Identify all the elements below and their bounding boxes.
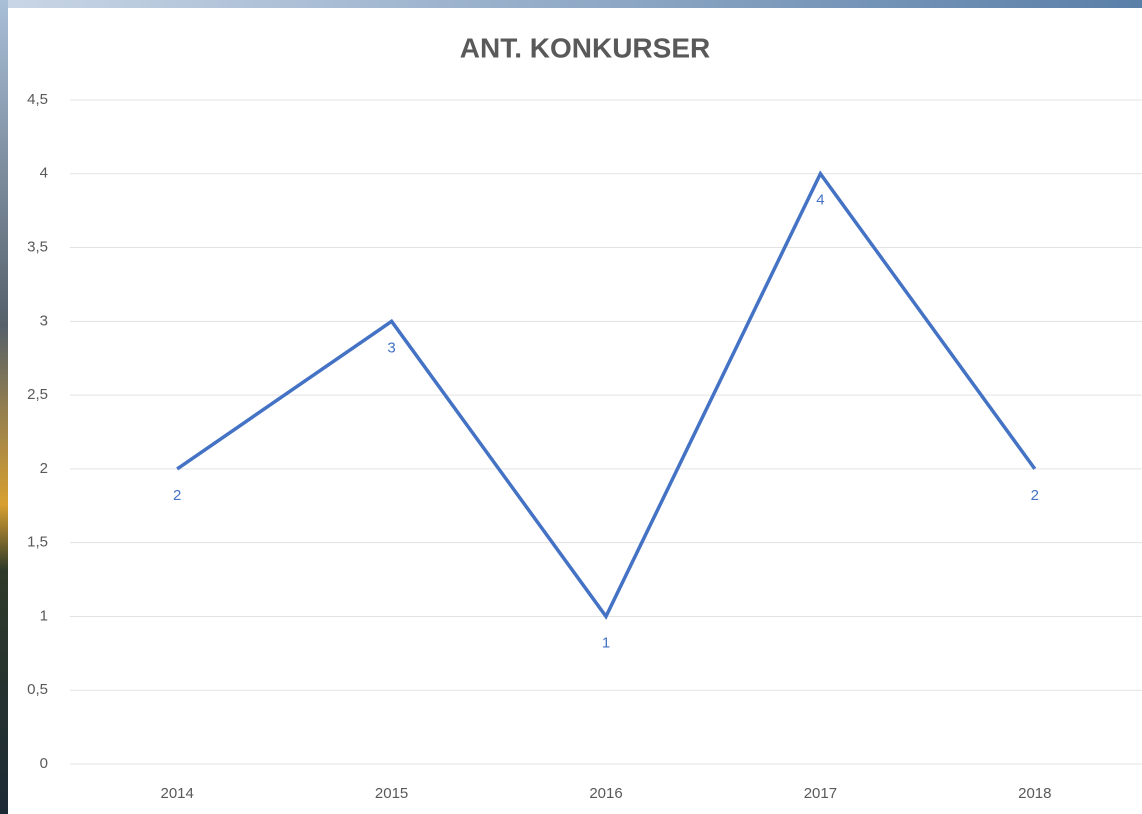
x-tick-label: 2014 bbox=[161, 785, 194, 802]
chart-title: ANT. KONKURSER bbox=[460, 32, 710, 63]
data-label: 2 bbox=[1031, 487, 1039, 504]
data-label: 2 bbox=[173, 487, 181, 504]
x-tick-label: 2015 bbox=[375, 785, 408, 802]
y-tick-label: 2,5 bbox=[27, 386, 48, 403]
x-tick-label: 2017 bbox=[804, 785, 837, 802]
data-label: 1 bbox=[602, 634, 610, 651]
y-tick-label: 0 bbox=[40, 755, 48, 772]
data-label: 3 bbox=[387, 339, 395, 356]
x-tick-label: 2018 bbox=[1018, 785, 1051, 802]
chart: ANT. KONKURSER 0 0,5 1 1,5 2 2,5 3 3,5 4 4,5 2014 2… bbox=[0, 0, 1142, 814]
x-tick-label: 2016 bbox=[589, 785, 622, 802]
window-top-bar bbox=[0, 0, 1142, 8]
page: {"chart_data": {"type": "line", "title":… bbox=[0, 0, 1142, 814]
y-tick-label: 4,5 bbox=[27, 91, 48, 108]
y-tick-label: 3,5 bbox=[27, 239, 48, 256]
y-tick-label: 4 bbox=[40, 165, 48, 182]
y-tick-label: 1,5 bbox=[27, 534, 48, 551]
y-tick-label: 2 bbox=[40, 460, 48, 477]
y-tick-label: 3 bbox=[40, 312, 48, 329]
y-tick-label: 1 bbox=[40, 607, 48, 624]
window-left-edge bbox=[0, 0, 8, 814]
y-tick-label: 0,5 bbox=[27, 681, 48, 698]
data-label: 4 bbox=[816, 192, 824, 209]
